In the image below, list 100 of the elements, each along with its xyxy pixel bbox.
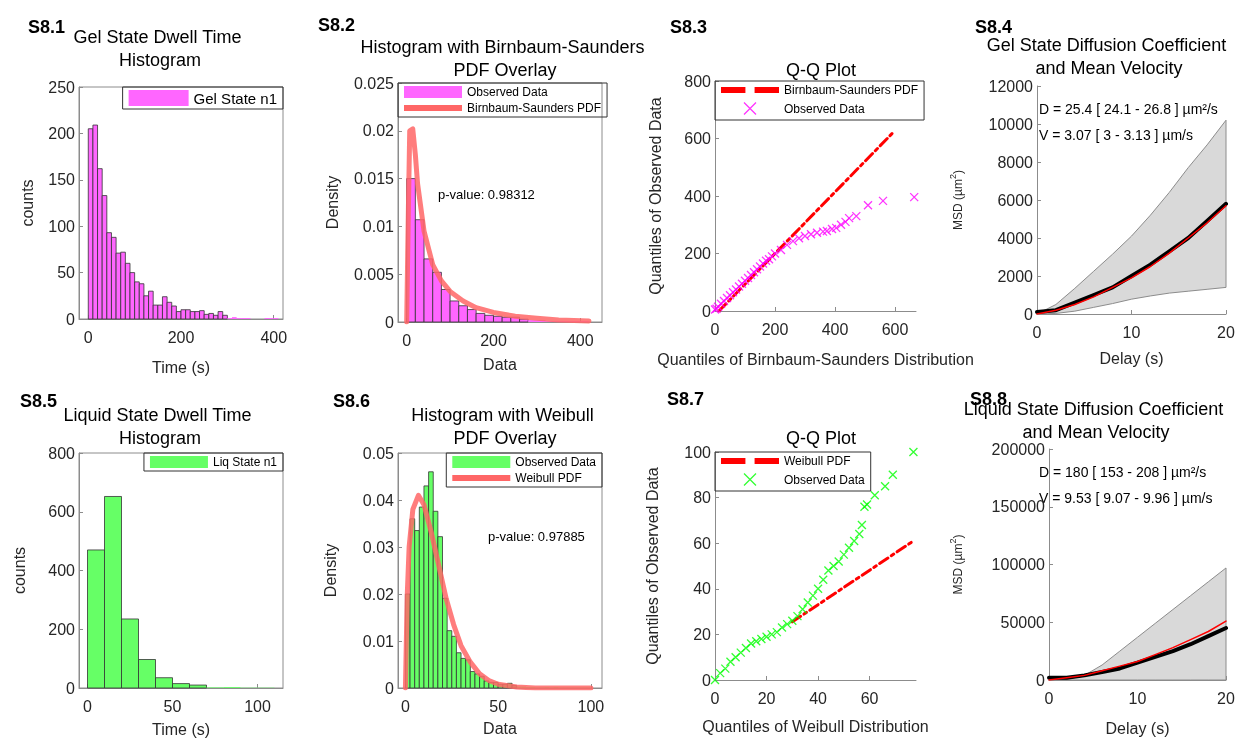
y-tick-label: 0.02 [362, 585, 395, 603]
y-tick-label: 0.04 [362, 491, 395, 509]
legend-label: Observed Data [784, 472, 866, 487]
text: S8.2 [318, 15, 356, 35]
x-tick-label: 400 [821, 320, 849, 338]
y-tick-label: 50 [57, 264, 76, 282]
y-tick-label: 600 [48, 503, 76, 521]
text: S8.5 [20, 391, 58, 411]
y-tick-label: 200 [684, 245, 712, 262]
y-tick-label: 600 [684, 130, 712, 147]
legend-label: Observed Data [784, 101, 866, 116]
x-tick-label: 0 [83, 697, 93, 715]
annotation: V = 3.07 [ 3 - 3.13 ] µm/s [1039, 127, 1193, 143]
y-axis-title: counts [18, 179, 36, 227]
x-tick-label: 0 [400, 697, 410, 715]
legend-label: Observed Data [515, 455, 597, 469]
annotation: D = 180 [ 153 - 208 ] µm²/s [1039, 464, 1207, 480]
text: S8.1 [28, 17, 66, 37]
y-tick-label: 60 [693, 534, 712, 552]
legend-label: Weibull PDF [515, 471, 582, 485]
x-axis-title: Data [483, 719, 517, 737]
legend-label: Observed Data [467, 85, 549, 99]
y-tick-label: 0 [1024, 305, 1034, 323]
x-axis-title: Quantiles of Weibull Distribution [702, 717, 929, 735]
x-tick-label: 600 [881, 320, 909, 338]
chart-title: Histogram with Weibull PDF Overlay [411, 404, 599, 448]
chart-title: Gel State Dwell Time Histogram [73, 26, 247, 70]
y-tick-label: 50000 [1000, 613, 1046, 631]
y-tick-label: 200000 [991, 440, 1046, 458]
x-tick-label: 50 [489, 697, 508, 715]
y-tick-label: 250 [48, 78, 76, 96]
y-tick-label: 0.015 [353, 170, 395, 188]
y-axis-title: MSD (µm2) [947, 534, 965, 595]
y-tick-label: 800 [684, 72, 712, 90]
y-tick-label: 0 [702, 671, 712, 689]
x-tick-label: 20 [757, 689, 776, 707]
x-tick-label: 0 [83, 328, 93, 346]
annotation: D = 25.4 [ 24.1 - 26.8 ] µm²/s [1039, 101, 1218, 117]
y-tick-label: 0 [1036, 671, 1046, 689]
y-tick-label: 0.02 [362, 122, 395, 140]
y-tick-label: 200 [48, 124, 76, 142]
y-tick-label: 10000 [988, 115, 1034, 133]
text: S8.7 [667, 389, 705, 409]
y-tick-label: 0.01 [362, 217, 395, 235]
x-axis-title: Delay (s) [1099, 349, 1164, 367]
chart-title: Q-Q Plot [785, 59, 857, 80]
y-axis-title: Density [323, 175, 341, 230]
x-axis-title: Time (s) [151, 720, 211, 738]
x-tick-label: 100 [244, 697, 271, 715]
y-tick-label: 0.005 [353, 265, 395, 283]
x-tick-label: 50 [163, 697, 182, 715]
y-tick-label: 40 [693, 580, 712, 598]
x-axis-title: Delay (s) [1105, 719, 1170, 737]
y-tick-label: 400 [48, 562, 76, 579]
y-tick-label: 200 [48, 620, 76, 638]
x-tick-label: 10 [1122, 323, 1141, 341]
x-tick-label: 60 [860, 689, 879, 707]
y-tick-label: 400 [684, 187, 712, 205]
y-axis-title: Quantiles of Observed Data [643, 467, 661, 665]
y-axis-title: Quantiles of Observed Data [646, 97, 664, 295]
y-tick-label: 12000 [988, 77, 1034, 95]
x-tick-label: 0 [402, 331, 412, 349]
legend-label: Birnbaum-Saunders PDF [784, 83, 919, 97]
chart-title: Q-Q Plot [785, 427, 857, 448]
y-tick-label: 0.01 [362, 632, 395, 650]
legend-label: Gel State n1 [193, 89, 277, 107]
y-tick-label: 2000 [997, 267, 1034, 285]
legend-label: Weibull PDF [784, 454, 851, 468]
x-tick-label: 400 [260, 328, 288, 346]
y-tick-label: 0.03 [362, 538, 395, 556]
x-tick-label: 10 [1128, 689, 1147, 707]
chart-title: Gel State Diffusion Coefficient and Mean Velocity [986, 34, 1232, 78]
x-axis-title: Data [483, 355, 517, 373]
y-tick-label: 0.05 [362, 444, 395, 462]
x-tick-label: 40 [809, 689, 828, 707]
y-axis-title: counts [10, 546, 28, 595]
legend-label: Birnbaum-Saunders PDF [467, 101, 602, 115]
text: S8.3 [670, 17, 708, 37]
y-tick-label: 20 [693, 625, 712, 643]
x-axis-title: Quantiles of Birnbaum-Saunders Distribution [657, 350, 974, 368]
annotation: p-value: 0.98312 [438, 187, 535, 202]
y-tick-label: 100 [48, 217, 76, 235]
x-tick-label: 200 [761, 320, 789, 338]
x-tick-label: 100 [577, 697, 605, 715]
y-tick-label: 150 [48, 171, 76, 189]
annotation: p-value: 0.97885 [488, 529, 585, 544]
text: S8.6 [333, 391, 371, 411]
y-tick-label: 100000 [991, 556, 1046, 573]
y-tick-label: 100 [684, 443, 712, 461]
y-axis-title: Density [321, 543, 339, 598]
x-tick-label: 400 [566, 331, 594, 349]
text: S8.4 [975, 17, 1013, 37]
y-tick-label: 4000 [997, 229, 1034, 247]
y-axis-title: MSD (µm2) [947, 170, 965, 230]
legend-label: Liq State n1 [212, 455, 278, 469]
x-tick-label: 200 [167, 328, 195, 346]
y-tick-label: 6000 [997, 191, 1034, 209]
y-tick-label: 8000 [997, 153, 1034, 171]
x-tick-label: 20 [1217, 323, 1235, 341]
x-tick-label: 20 [1217, 689, 1235, 707]
